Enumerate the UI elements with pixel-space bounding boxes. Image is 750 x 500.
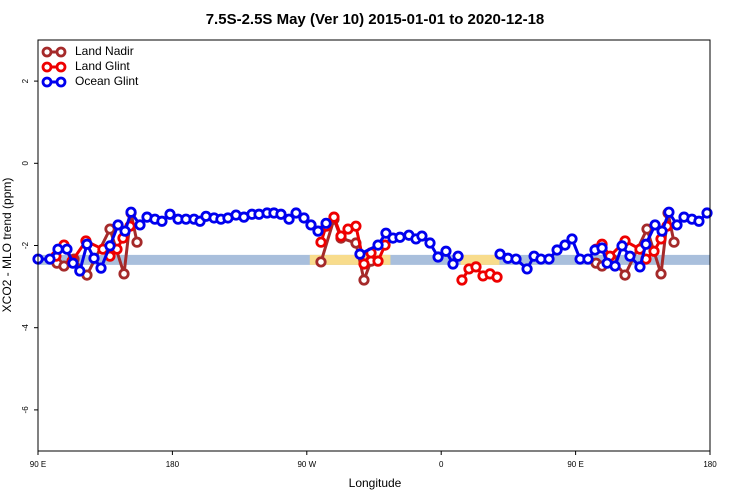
y-tick-label: -4: [21, 324, 30, 332]
legend-marker: [55, 76, 67, 88]
x-tick-label: 90 E: [567, 460, 583, 469]
y-axis-label: XCO2 - MLO trend (ppm): [0, 178, 14, 313]
data-point: [104, 223, 116, 235]
data-point: [315, 236, 327, 248]
data-point: [118, 268, 130, 280]
data-point: [275, 208, 287, 220]
data-point: [358, 274, 370, 286]
data-point: [559, 239, 571, 251]
data-point: [290, 207, 302, 219]
plot-frame: [37, 39, 711, 452]
data-point: [394, 231, 406, 243]
data-point: [624, 250, 636, 262]
y-tick-label: -6: [21, 406, 30, 414]
data-point: [634, 261, 646, 273]
data-point: [432, 251, 444, 263]
data-point: [619, 269, 631, 281]
data-point: [372, 239, 384, 251]
x-tick-label: 90 E: [30, 460, 46, 469]
data-point: [566, 233, 578, 245]
data-point: [131, 236, 143, 248]
data-point: [81, 238, 93, 250]
data-point: [640, 238, 652, 250]
data-point: [312, 225, 324, 237]
data-point: [119, 225, 131, 237]
data-point: [315, 256, 327, 268]
data-point: [328, 211, 340, 223]
y-tick-label: -2: [21, 241, 30, 249]
data-point: [95, 262, 107, 274]
data-point: [335, 230, 347, 242]
data-point: [641, 223, 653, 235]
data-point: [424, 237, 436, 249]
data-point: [358, 258, 370, 270]
data-point: [416, 230, 428, 242]
data-point: [67, 257, 79, 269]
data-point: [298, 212, 310, 224]
legend-marker: [41, 76, 53, 88]
data-point: [452, 250, 464, 262]
data-point: [74, 265, 86, 277]
band-highlight: [460, 254, 500, 265]
legend-label: Land Glint: [75, 59, 130, 73]
data-point: [156, 215, 168, 227]
data-point: [521, 263, 533, 275]
data-point: [354, 248, 366, 260]
data-point: [701, 207, 713, 219]
data-point: [112, 219, 124, 231]
legend-label: Ocean Glint: [75, 74, 139, 88]
data-point: [104, 240, 116, 252]
data-point: [320, 217, 332, 229]
data-point: [44, 253, 56, 265]
data-point: [456, 274, 468, 286]
data-point: [380, 227, 392, 239]
x-tick-label: 180: [703, 460, 717, 469]
data-point: [668, 236, 680, 248]
x-tick-label: 180: [166, 460, 180, 469]
legend-marker: [41, 61, 53, 73]
data-point: [648, 245, 660, 257]
band-highlight: [309, 254, 391, 265]
data-point: [616, 240, 628, 252]
legend-marker: [41, 46, 53, 58]
data-point: [543, 253, 555, 265]
data-point: [649, 219, 661, 231]
y-tick-label: 0: [21, 161, 30, 166]
data-point: [510, 253, 522, 265]
data-point: [656, 225, 668, 237]
x-tick-label: 0: [439, 460, 444, 469]
data-point: [372, 255, 384, 267]
legend-label: Land Nadir: [75, 44, 134, 58]
x-tick-label: 90 W: [297, 460, 316, 469]
data-point: [440, 245, 452, 257]
series-line: [56, 212, 676, 286]
data-point: [596, 242, 608, 254]
data-point: [491, 271, 503, 283]
y-tick-label: 2: [21, 78, 30, 83]
x-axis-label: Longitude: [349, 476, 402, 490]
data-point: [609, 260, 621, 272]
chart-title: 7.5S-2.5S May (Ver 10) 2015-01-01 to 202…: [206, 11, 545, 28]
data-point: [671, 219, 683, 231]
data-point: [663, 206, 675, 218]
data-point: [61, 243, 73, 255]
data-point: [164, 208, 176, 220]
data-point: [88, 252, 100, 264]
data-point: [447, 258, 459, 270]
data-point: [283, 213, 295, 225]
data-point: [350, 220, 362, 232]
data-point: [125, 206, 137, 218]
data-point: [134, 219, 146, 231]
data-point: [551, 244, 563, 256]
data-point: [52, 243, 64, 255]
data-point: [655, 268, 667, 280]
data-point: [305, 219, 317, 231]
data-point: [582, 253, 594, 265]
data-point: [693, 215, 705, 227]
data-point: [470, 261, 482, 273]
legend-marker: [55, 46, 67, 58]
legend-marker: [55, 61, 67, 73]
